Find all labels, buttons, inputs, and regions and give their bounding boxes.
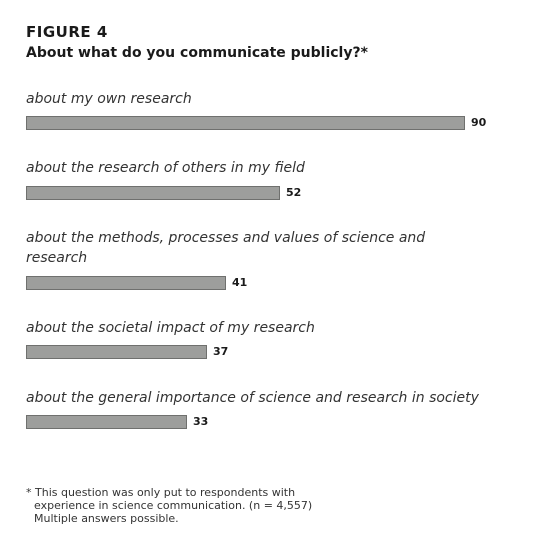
footnote-line: experience in science communication. (n … <box>34 499 313 512</box>
value-label: 90 <box>471 116 487 129</box>
chart-title: About what do you communicate publicly?* <box>26 45 368 61</box>
value-label: 41 <box>232 276 248 289</box>
value-label: 52 <box>286 186 302 199</box>
figure-label: FIGURE 4 <box>26 23 108 41</box>
footnote-line: Multiple answers possible. <box>34 512 179 525</box>
category-label: about my own research <box>26 91 192 107</box>
category-label: about the methods, processes and values … <box>26 230 426 266</box>
footnote-line: * This question was only put to responde… <box>26 486 296 499</box>
bar <box>26 186 280 200</box>
bar <box>26 345 207 359</box>
category-label: about the general importance of science … <box>26 390 479 406</box>
value-label: 37 <box>213 345 229 358</box>
value-label: 33 <box>193 415 209 428</box>
category-label: about the research of others in my field <box>26 160 305 176</box>
category-label: about the societal impact of my research <box>26 320 315 336</box>
bar <box>26 116 465 130</box>
footnote: * This question was only put to responde… <box>26 486 386 525</box>
bar <box>26 415 187 429</box>
bar <box>26 276 226 290</box>
